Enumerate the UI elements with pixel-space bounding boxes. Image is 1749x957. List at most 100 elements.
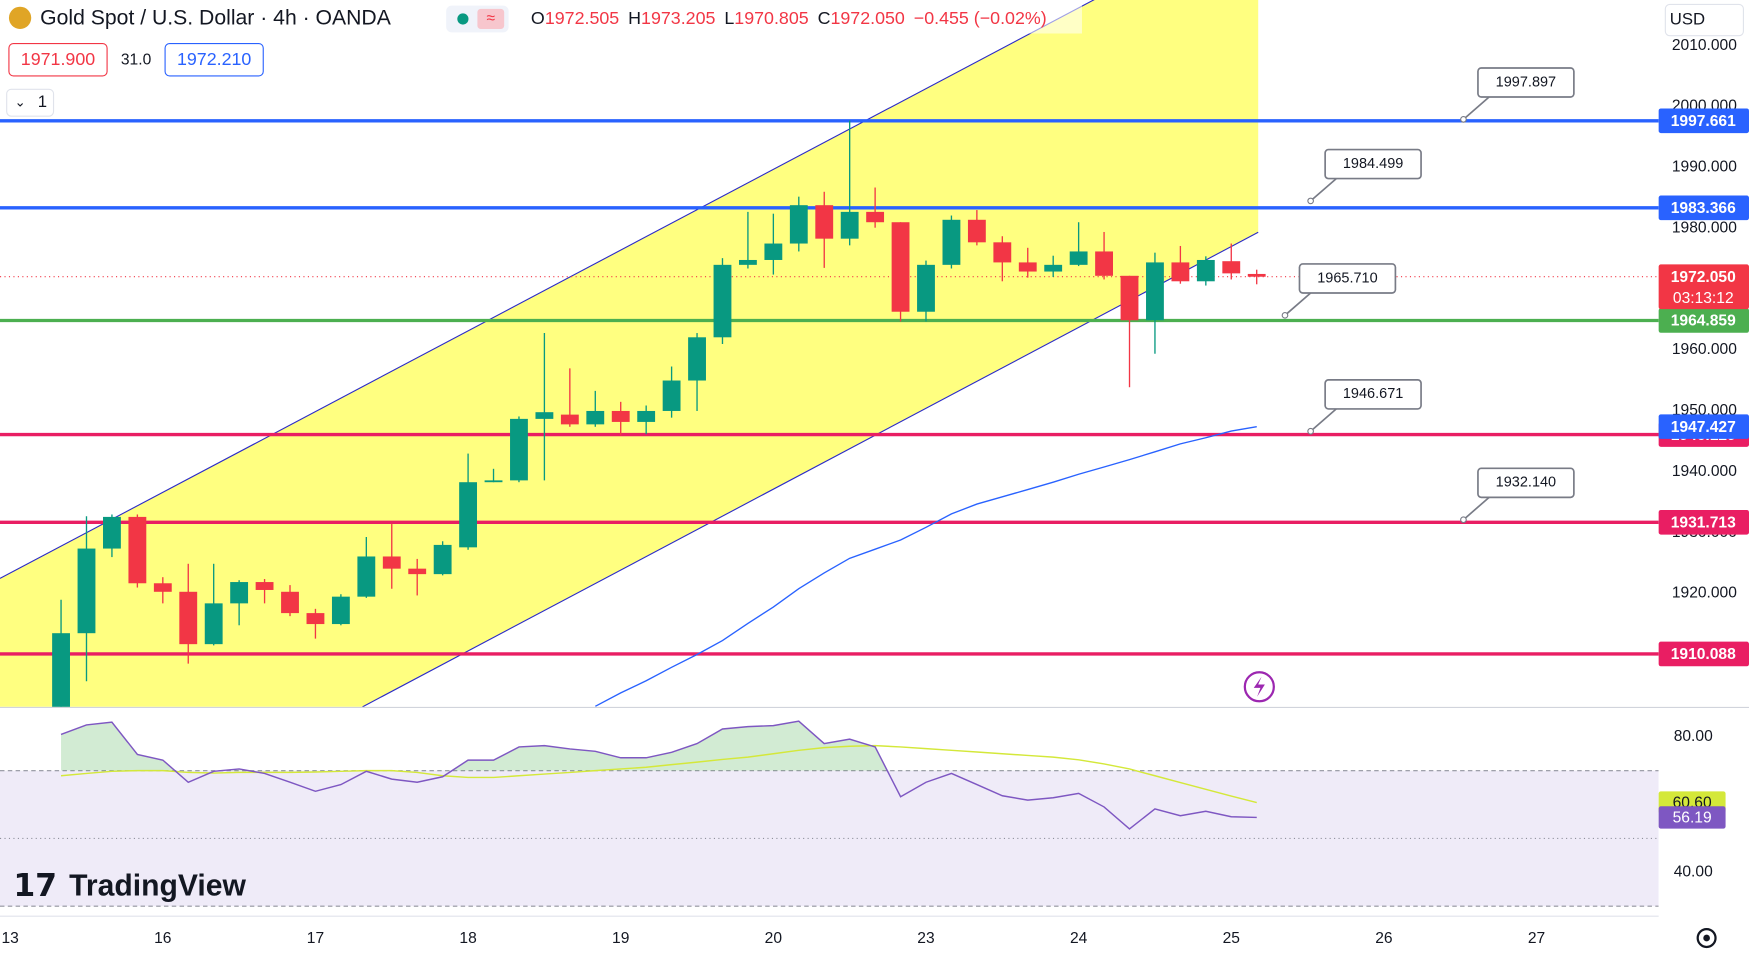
price-label: 1983.366 <box>1671 200 1736 217</box>
tradingview-logo: 𝟭𝟳 TradingView <box>13 868 246 903</box>
candle-body <box>1018 262 1037 272</box>
indicator-count: 1 <box>38 92 47 111</box>
price-label: 1931.713 <box>1671 515 1736 532</box>
x-tick-label: 26 <box>1375 930 1392 947</box>
candle-body <box>942 219 961 265</box>
currency-button[interactable] <box>1664 3 1744 37</box>
callout-box <box>1298 263 1397 294</box>
candle-body <box>1095 251 1113 276</box>
candle-body <box>153 583 172 592</box>
ohlc-value: 1972.050 <box>830 8 904 28</box>
overbought-fill <box>61 721 888 771</box>
countdown: 03:13:12 <box>1673 290 1734 307</box>
ohlc-value: 1972.505 <box>545 8 619 28</box>
candle-body <box>688 337 706 381</box>
candle-body <box>866 211 885 223</box>
ohlc-prefix: L <box>724 8 734 28</box>
price-label-box <box>1658 108 1749 134</box>
candle-body <box>1044 264 1063 272</box>
candle-body <box>967 219 986 243</box>
callout-box <box>1324 379 1422 410</box>
price-label-box <box>1658 641 1749 667</box>
candle-body <box>357 556 376 597</box>
symbol-title: Gold Spot / U.S. Dollar · 4h · OANDA <box>40 7 392 30</box>
callout-label: 1946.671 <box>1343 386 1403 402</box>
candle-body <box>459 482 478 548</box>
x-tick-label: 20 <box>765 930 783 947</box>
ohlc-prefix: H <box>628 8 641 28</box>
ohlc-prefix: O <box>531 8 545 28</box>
candle-body <box>815 205 834 239</box>
ohlc-backdrop <box>524 4 1082 34</box>
candle-body <box>662 380 681 411</box>
candle-body <box>230 582 249 604</box>
settings-icon[interactable] <box>1696 927 1717 949</box>
callout-label: 1932.140 <box>1496 475 1556 491</box>
delay-icon: ≈ <box>487 10 496 27</box>
callout-pointer <box>1310 177 1337 202</box>
candle-body <box>993 242 1012 263</box>
x-tick-label: 16 <box>154 930 171 947</box>
candle-body <box>1247 273 1266 277</box>
candle-body <box>1222 261 1241 274</box>
candle-body <box>764 243 783 260</box>
callout-box <box>1324 148 1422 180</box>
candle-body <box>255 582 274 590</box>
lightning <box>1253 676 1265 697</box>
rsi-value-label: 56.19 <box>1673 810 1712 827</box>
x-tick-label: 25 <box>1223 930 1241 947</box>
sell-button[interactable] <box>8 42 108 77</box>
rsi-band <box>0 770 1659 907</box>
callout-anchor <box>1460 116 1467 123</box>
buy-button[interactable] <box>164 42 264 77</box>
candle-body <box>484 480 503 483</box>
rsi-tick-label: 80.00 <box>1674 728 1713 745</box>
ohlc-legend: O1972.505 H1973.205 L1970.805 C1972.050 −0.4… <box>531 8 1047 28</box>
price-label-box <box>1658 195 1749 221</box>
market-open-dot <box>457 13 469 25</box>
y-tick-label: 2010.000 <box>1672 37 1737 54</box>
callout-pointer <box>1462 496 1490 521</box>
candle-body <box>306 613 325 625</box>
bid-price: 1971.900 <box>21 49 95 69</box>
ohlc-prefix: C <box>818 8 831 28</box>
logo-mark: 𝟭𝟳 <box>13 868 56 903</box>
callout-anchor <box>1460 516 1467 524</box>
moving-average <box>594 426 1257 707</box>
candle-body <box>77 548 96 634</box>
candle-body <box>637 410 656 422</box>
callout-label: 1965.710 <box>1317 270 1377 286</box>
price-label: 1910.088 <box>1671 646 1736 663</box>
price-label: 1964.859 <box>1671 313 1736 330</box>
x-tick-label: 27 <box>1528 930 1545 947</box>
candle-body <box>1146 262 1164 321</box>
rsi-tick-label: 40.00 <box>1674 863 1713 880</box>
callout-anchor <box>1307 197 1314 205</box>
chevron-icon: ⌄ <box>14 94 25 109</box>
candle-body <box>586 410 605 425</box>
y-tick-label: 1940.000 <box>1672 463 1737 480</box>
logo-text: TradingView <box>69 870 246 903</box>
price-label-box <box>1658 308 1749 333</box>
price-label: 1997.661 <box>1671 113 1736 130</box>
candle-body <box>891 222 910 312</box>
last-price-box <box>1658 264 1749 310</box>
last-price-label: 1972.050 <box>1671 269 1736 286</box>
ohlc-change: −0.455 (−0.02%) <box>914 8 1047 28</box>
ask-price: 1972.210 <box>177 49 251 69</box>
ma-label-box <box>1658 414 1749 439</box>
y-tick-label: 1960.000 <box>1672 341 1737 358</box>
candle-body <box>1196 259 1215 282</box>
candle-body <box>560 414 579 425</box>
candle-body <box>52 633 70 707</box>
rsi-line <box>60 720 1257 830</box>
y-tick-label: 1980.000 <box>1672 219 1737 236</box>
callout-box <box>1477 67 1575 98</box>
indicators-toggle[interactable] <box>6 88 55 117</box>
candle-body <box>408 568 427 575</box>
candle-body <box>281 591 299 614</box>
candle-body <box>1171 262 1190 282</box>
candle-body <box>382 556 401 569</box>
y-tick-label: 1990.000 <box>1672 159 1737 176</box>
x-tick-label: 24 <box>1070 930 1088 947</box>
